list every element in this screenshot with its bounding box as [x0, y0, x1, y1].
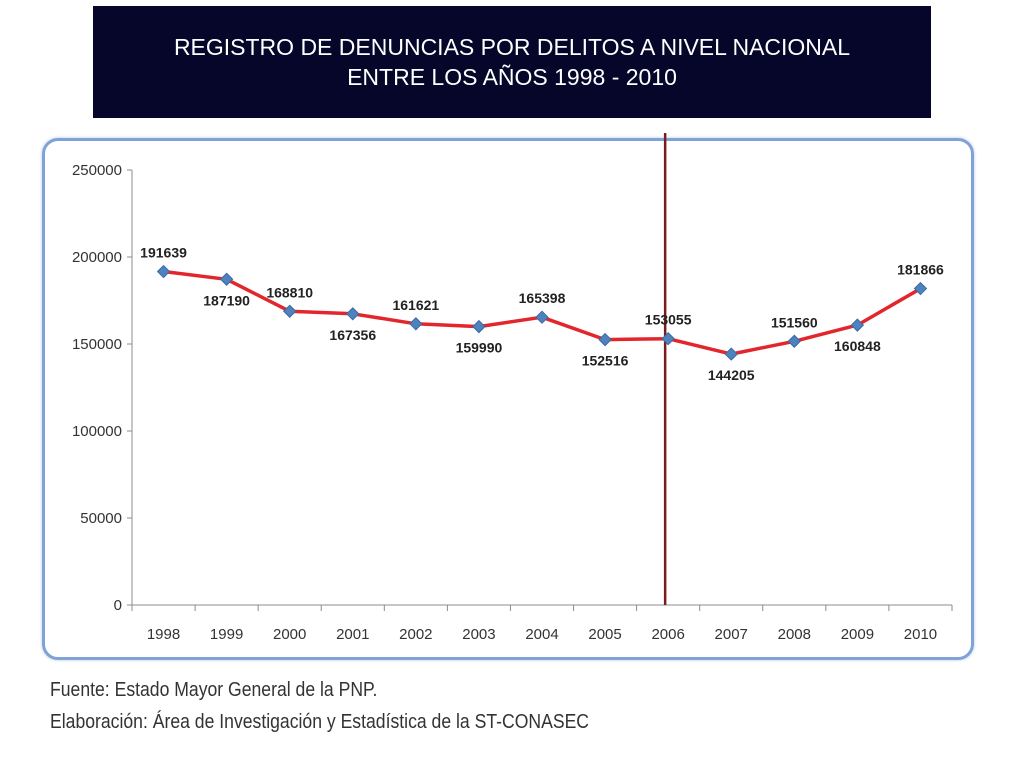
x-tick-label: 2008 — [778, 626, 811, 643]
data-points-layer — [156, 264, 928, 361]
data-label: 152516 — [582, 353, 629, 369]
data-point — [472, 319, 486, 334]
y-tick-label: 200000 — [72, 249, 122, 266]
data-point — [219, 272, 234, 286]
x-tick-label: 1998 — [147, 626, 180, 643]
title-banner: REGISTRO DE DENUNCIAS POR DELITOS A NIVE… — [93, 6, 931, 118]
data-label: 191639 — [140, 245, 187, 261]
y-tick-label: 150000 — [72, 336, 122, 353]
data-point — [346, 307, 360, 321]
data-point — [282, 304, 297, 318]
data-point — [661, 331, 675, 346]
x-tick-label: 2003 — [462, 626, 495, 643]
x-tick-label: 2007 — [715, 626, 748, 643]
data-point — [913, 281, 928, 296]
axes: 0 50000 100000 150000 200000 250000 1998 1999 20… — [72, 162, 953, 643]
data-label: 151560 — [771, 314, 818, 330]
source-notes: Fuente: Estado Mayor General de la PNP. … — [50, 674, 663, 738]
chart-title-line-2: ENTRE LOS AÑOS 1998 - 2010 — [347, 64, 677, 90]
x-tick-label: 2010 — [904, 626, 937, 643]
data-label: 167356 — [329, 327, 376, 343]
x-tick-label: 2000 — [273, 626, 306, 643]
chart-frame — [42, 138, 974, 660]
data-point — [787, 334, 802, 348]
data-label: 181866 — [897, 262, 944, 278]
y-tick-label: 250000 — [72, 162, 122, 179]
y-tick-label: 50000 — [80, 510, 122, 527]
data-label: 187190 — [203, 292, 250, 308]
data-label: 153055 — [645, 312, 692, 328]
data-label: 165398 — [519, 290, 566, 306]
data-point — [409, 317, 423, 331]
data-label: 168810 — [266, 284, 313, 300]
x-tick-label: 2001 — [336, 626, 369, 643]
data-point — [598, 332, 612, 347]
data-label: 160848 — [834, 338, 881, 354]
data-point — [724, 347, 738, 361]
data-point — [535, 310, 549, 324]
data-label: 159990 — [456, 340, 503, 356]
x-tick-label: 1999 — [210, 626, 243, 643]
x-tick-label: 2004 — [525, 626, 558, 643]
y-tick-label: 0 — [114, 597, 122, 614]
x-tick-label: 2006 — [651, 626, 684, 643]
chart-title-line-1: REGISTRO DE DENUNCIAS POR DELITOS A NIVE… — [173, 34, 851, 60]
y-tick-label: 100000 — [72, 423, 122, 440]
elaboration-text: Elaboración: Área de Investigación y Est… — [50, 711, 590, 733]
x-tick-label: 2005 — [588, 626, 621, 643]
x-tick-label: 2002 — [399, 626, 432, 643]
x-tick-label: 2009 — [841, 626, 874, 643]
data-labels-layer: 191639 187190 168810 167356 161621 159990 1653… — [140, 245, 944, 384]
data-point — [850, 318, 865, 332]
data-label: 161621 — [392, 297, 439, 313]
source-text: Fuente: Estado Mayor General de la PNP. — [50, 679, 378, 701]
data-point — [156, 264, 171, 279]
data-label: 144205 — [708, 367, 755, 383]
